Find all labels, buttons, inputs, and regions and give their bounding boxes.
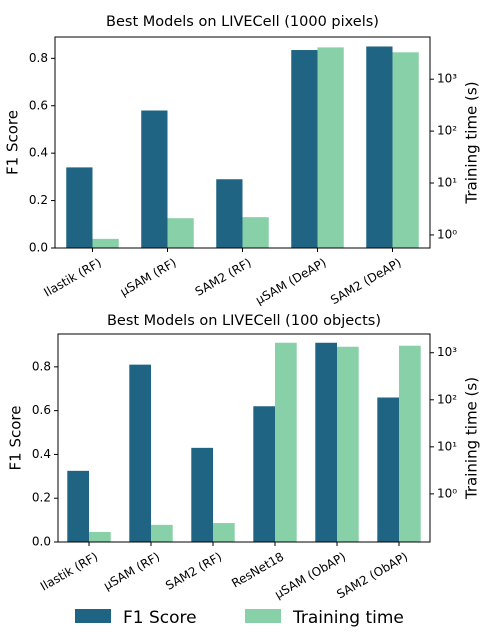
bar bbox=[129, 364, 151, 542]
x-tick-label: μSAM (DeAP) bbox=[253, 256, 329, 308]
y2-tick-label: 10³ bbox=[437, 345, 457, 359]
bar bbox=[392, 52, 419, 248]
y-tick-label: 0.2 bbox=[32, 491, 51, 505]
bar bbox=[317, 47, 344, 248]
x-tick-label: SAM2 (RF) bbox=[163, 550, 224, 593]
x-tick-label: ResNet18 bbox=[229, 550, 286, 591]
legend-label: Training time bbox=[292, 608, 404, 628]
y-tick-label: 0.4 bbox=[29, 146, 48, 160]
bar bbox=[399, 345, 421, 542]
bar bbox=[66, 167, 93, 248]
bar bbox=[92, 238, 119, 248]
y-tick-label: 0.8 bbox=[32, 359, 51, 373]
bar bbox=[67, 470, 89, 542]
bar bbox=[337, 346, 359, 542]
axes-frame bbox=[54, 36, 431, 249]
chart-title: Best Models on LIVECell (100 objects) bbox=[107, 313, 381, 329]
x-tick-label: μSAM (RF) bbox=[101, 550, 162, 593]
y-tick-label: 0.4 bbox=[32, 447, 51, 461]
bar bbox=[141, 110, 168, 248]
bar bbox=[191, 447, 213, 542]
y-tick-label: 0.0 bbox=[29, 241, 48, 255]
legend-swatch bbox=[75, 609, 111, 623]
axes-frame bbox=[57, 333, 431, 543]
bar bbox=[213, 523, 235, 542]
bar bbox=[151, 524, 173, 542]
bar bbox=[275, 342, 297, 542]
y2-tick-label: 10⁰ bbox=[437, 227, 457, 241]
chart-title: Best Models on LIVECell (1000 pixels) bbox=[106, 14, 379, 30]
y-tick-label: 0.8 bbox=[29, 51, 48, 65]
bar bbox=[315, 342, 337, 542]
bar bbox=[366, 46, 393, 248]
y2-tick-label: 10¹ bbox=[437, 176, 457, 190]
x-tick-label: μSAM (RF) bbox=[118, 256, 179, 299]
y-tick-label: 0.6 bbox=[32, 403, 51, 417]
y2-tick-label: 10⁰ bbox=[437, 486, 457, 500]
bar bbox=[253, 406, 275, 542]
bar bbox=[89, 531, 111, 542]
x-tick-label: Ilastik (RF) bbox=[41, 256, 103, 300]
y-axis-label: F1 Score bbox=[7, 406, 25, 471]
bar bbox=[216, 179, 243, 248]
y2-tick-label: 10² bbox=[437, 124, 457, 138]
y2-tick-label: 10³ bbox=[437, 72, 457, 86]
x-tick-label: SAM2 (RF) bbox=[193, 256, 254, 299]
x-tick-label: Ilastik (RF) bbox=[38, 550, 100, 594]
bar bbox=[377, 397, 399, 542]
bar bbox=[242, 217, 269, 248]
y2-axis-label: Training time (s) bbox=[463, 377, 481, 500]
x-tick-label: SAM2 (DeAP) bbox=[328, 256, 404, 308]
legend-label: F1 Score bbox=[123, 608, 197, 628]
y2-axis-label: Training time (s) bbox=[463, 81, 481, 204]
bar bbox=[291, 50, 318, 249]
y-tick-label: 0.2 bbox=[29, 193, 48, 207]
y2-tick-label: 10¹ bbox=[437, 439, 457, 453]
y-tick-label: 0.0 bbox=[32, 535, 51, 549]
y-axis-label: F1 Score bbox=[4, 110, 22, 175]
bar bbox=[167, 218, 194, 248]
y-tick-label: 0.6 bbox=[29, 98, 48, 112]
y2-tick-label: 10² bbox=[437, 392, 457, 406]
legend-swatch bbox=[245, 609, 281, 623]
